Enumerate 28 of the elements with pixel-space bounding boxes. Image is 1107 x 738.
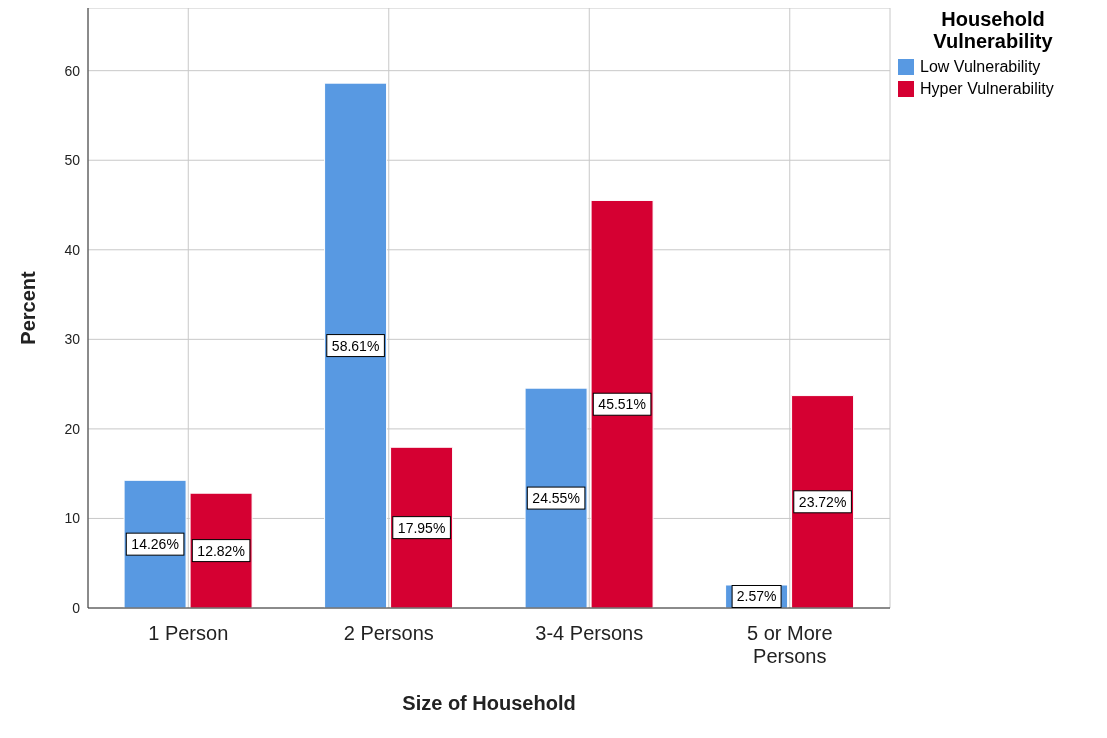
x-tick-label: 2 Persons bbox=[343, 622, 434, 644]
data-label: 2.57% bbox=[736, 588, 777, 605]
x-tick-label: 1 Person bbox=[148, 622, 229, 644]
data-label: 12.82% bbox=[197, 542, 245, 559]
legend-label: Hyper Vulnerability bbox=[919, 79, 1055, 99]
data-label: 58.61% bbox=[331, 337, 380, 354]
y-tick-label: 60 bbox=[64, 62, 81, 79]
bar bbox=[524, 387, 588, 608]
data-label: 45.51% bbox=[598, 396, 646, 413]
y-tick-label: 30 bbox=[64, 331, 81, 348]
y-axis-title: Percent bbox=[17, 270, 40, 345]
bar bbox=[590, 199, 654, 608]
bar bbox=[324, 82, 388, 608]
y-tick-label: 20 bbox=[64, 420, 81, 437]
legend-title: Household Vulnerability bbox=[932, 8, 1054, 52]
bar bbox=[791, 395, 855, 608]
y-tick-label: 0 bbox=[72, 599, 81, 616]
y-tick-label: 10 bbox=[64, 510, 81, 527]
legend-label: Low Vulnerability bbox=[919, 57, 1042, 77]
x-tick-label: 3-4 Persons bbox=[535, 622, 644, 644]
data-label: 24.55% bbox=[532, 490, 580, 507]
data-label: 14.26% bbox=[131, 536, 179, 553]
data-label: 23.72% bbox=[798, 493, 847, 510]
y-tick-label: 50 bbox=[64, 152, 81, 169]
data-label: 17.95% bbox=[397, 519, 446, 536]
y-tick-label: 40 bbox=[64, 241, 81, 258]
x-axis-title: Size of Household bbox=[402, 692, 576, 714]
x-tick-label: 5 or More Persons bbox=[746, 622, 833, 667]
